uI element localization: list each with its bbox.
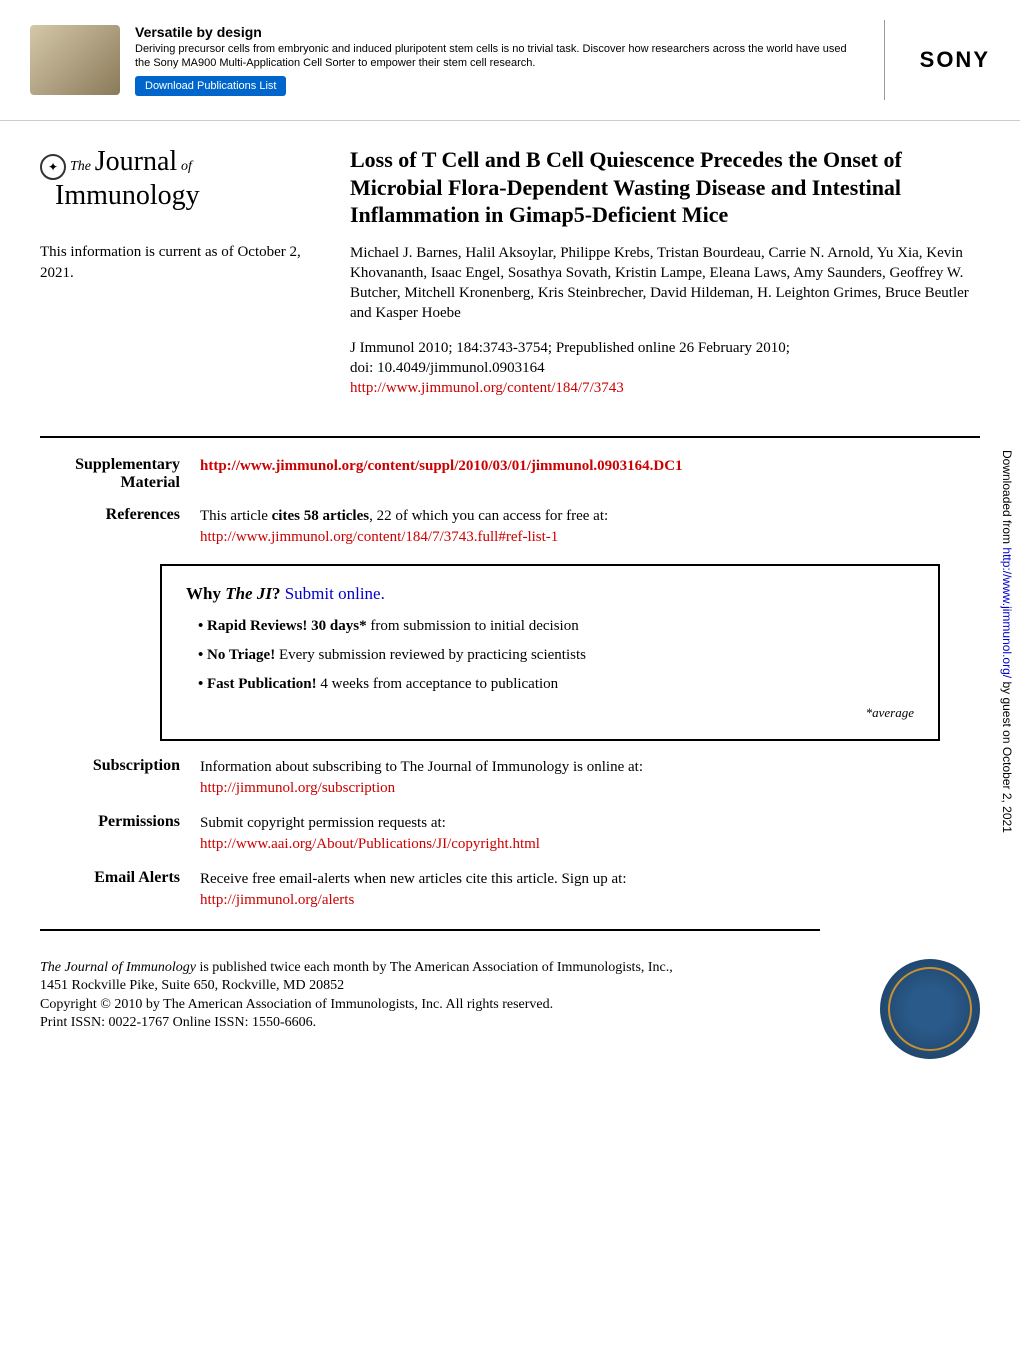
sidebar-suffix: by guest on October 2, 2021	[1000, 678, 1014, 833]
references-text-after: , 22 of which you can access for free at…	[369, 508, 608, 524]
download-publications-button[interactable]: Download Publications List	[135, 76, 286, 96]
why-ji-box: Why The JI? Submit online. Rapid Reviews…	[160, 564, 940, 741]
section-divider	[40, 436, 980, 438]
why-item-2: No Triage! Every submission reviewed by …	[198, 647, 914, 664]
citation-doi: doi: 10.4049/jimmunol.0903164	[350, 360, 545, 376]
submit-online-link[interactable]: Submit online.	[285, 584, 385, 603]
why-prefix: Why	[186, 584, 225, 603]
logo-suffix: of	[181, 159, 192, 174]
journal-seal-icon: ✦	[40, 154, 66, 180]
why-q: ?	[272, 584, 285, 603]
subscription-link[interactable]: http://jimmunol.org/subscription	[200, 780, 395, 796]
why-item-1-bold: Rapid Reviews! 30 days*	[207, 618, 367, 634]
article-authors: Michael J. Barnes, Halil Aksoylar, Phili…	[350, 243, 980, 324]
banner-description: Deriving precursor cells from embryonic …	[135, 42, 849, 71]
email-alerts-value: Receive free email-alerts when new artic…	[200, 869, 980, 911]
sony-logo: SONY	[920, 47, 990, 73]
permissions-value: Submit copyright permission requests at:…	[200, 813, 980, 855]
footer-line1-rest: is published twice each month by The Ame…	[196, 960, 673, 975]
references-row: References This article cites 58 article…	[40, 506, 980, 548]
email-alerts-row: Email Alerts Receive free email-alerts w…	[40, 869, 980, 911]
why-italic: The JI	[225, 584, 272, 603]
download-sidebar-text: Downloaded from http://www.jimmunol.org/…	[1000, 450, 1014, 833]
footer-text: The Journal of Immunology is published t…	[40, 959, 850, 1032]
supplementary-link[interactable]: http://www.jimmunol.org/content/suppl/20…	[200, 458, 683, 474]
footer-journal-name: The Journal of Immunology	[40, 960, 196, 975]
references-link[interactable]: http://www.jimmunol.org/content/184/7/37…	[200, 529, 558, 545]
references-value: This article cites 58 articles, 22 of wh…	[200, 506, 980, 548]
email-alerts-link[interactable]: http://jimmunol.org/alerts	[200, 892, 354, 908]
why-item-3-bold: Fast Publication!	[207, 676, 317, 692]
aai-seal-icon	[880, 959, 980, 1059]
sidebar-link[interactable]: http://www.jimmunol.org/	[1000, 547, 1014, 678]
subscription-text: Information about subscribing to The Jou…	[200, 759, 643, 775]
why-item-2-rest: Every submission reviewed by practicing …	[275, 647, 586, 663]
references-cites: cites 58 articles	[272, 508, 369, 524]
metadata-section: Supplementary Material http://www.jimmun…	[0, 456, 1020, 548]
sidebar-prefix: Downloaded from	[1000, 450, 1014, 547]
references-text-before: This article	[200, 508, 272, 524]
email-alerts-text: Receive free email-alerts when new artic…	[200, 871, 627, 887]
permissions-link[interactable]: http://www.aai.org/About/Publications/JI…	[200, 836, 540, 852]
references-label: References	[40, 506, 180, 548]
why-list: Rapid Reviews! 30 days* from submission …	[186, 618, 914, 693]
email-alerts-label: Email Alerts	[40, 869, 180, 911]
permissions-text: Submit copyright permission requests at:	[200, 815, 446, 831]
supplementary-row: Supplementary Material http://www.jimmun…	[40, 456, 980, 492]
why-item-3: Fast Publication! 4 weeks from acceptanc…	[198, 676, 914, 693]
article-citation: J Immunol 2010; 184:3743-3754; Prepublis…	[350, 338, 980, 399]
footer-section: The Journal of Immunology is published t…	[0, 949, 1020, 1079]
right-column: Loss of T Cell and B Cell Quiescence Pre…	[350, 146, 980, 398]
article-title: Loss of T Cell and B Cell Quiescence Pre…	[350, 146, 980, 229]
subscription-value: Information about subscribing to The Jou…	[200, 757, 980, 799]
footer-issn: Print ISSN: 0022-1767 Online ISSN: 1550-…	[40, 1015, 316, 1030]
why-item-3-rest: 4 weeks from acceptance to publication	[317, 676, 559, 692]
current-info-text: This information is current as of Octobe…	[40, 242, 320, 284]
footer-address: 1451 Rockville Pike, Suite 650, Rockvill…	[40, 978, 344, 993]
banner-text-block: Versatile by design Deriving precursor c…	[135, 24, 849, 97]
metadata-section-2: Subscription Information about subscribi…	[0, 757, 1020, 911]
header-section: ✦ The Journal of Immunology This informat…	[0, 121, 1020, 418]
why-item-1-rest: from submission to initial decision	[367, 618, 579, 634]
logo-word1: Journal	[95, 146, 177, 177]
subscription-label: Subscription	[40, 757, 180, 799]
permissions-label: Permissions	[40, 813, 180, 855]
average-note: *average	[186, 705, 914, 721]
journal-logo: ✦ The Journal of Immunology	[40, 146, 320, 212]
footer-copyright: Copyright © 2010 by The American Associa…	[40, 997, 553, 1012]
logo-word2: Immunology	[55, 180, 200, 211]
article-url-link[interactable]: http://www.jimmunol.org/content/184/7/37…	[350, 380, 624, 396]
why-title: Why The JI? Submit online.	[186, 584, 914, 604]
left-column: ✦ The Journal of Immunology This informat…	[40, 146, 320, 398]
banner-title: Versatile by design	[135, 24, 849, 40]
supplementary-label: Supplementary Material	[40, 456, 180, 492]
subscription-row: Subscription Information about subscribi…	[40, 757, 980, 799]
permissions-row: Permissions Submit copyright permission …	[40, 813, 980, 855]
citation-line: J Immunol 2010; 184:3743-3754; Prepublis…	[350, 340, 790, 356]
banner-image	[30, 25, 120, 95]
footer-divider	[40, 929, 820, 931]
why-item-1: Rapid Reviews! 30 days* from submission …	[198, 618, 914, 635]
vertical-divider	[884, 20, 885, 100]
logo-prefix: The	[70, 159, 91, 174]
why-item-2-bold: No Triage!	[207, 647, 275, 663]
sponsor-banner: Versatile by design Deriving precursor c…	[0, 0, 1020, 121]
